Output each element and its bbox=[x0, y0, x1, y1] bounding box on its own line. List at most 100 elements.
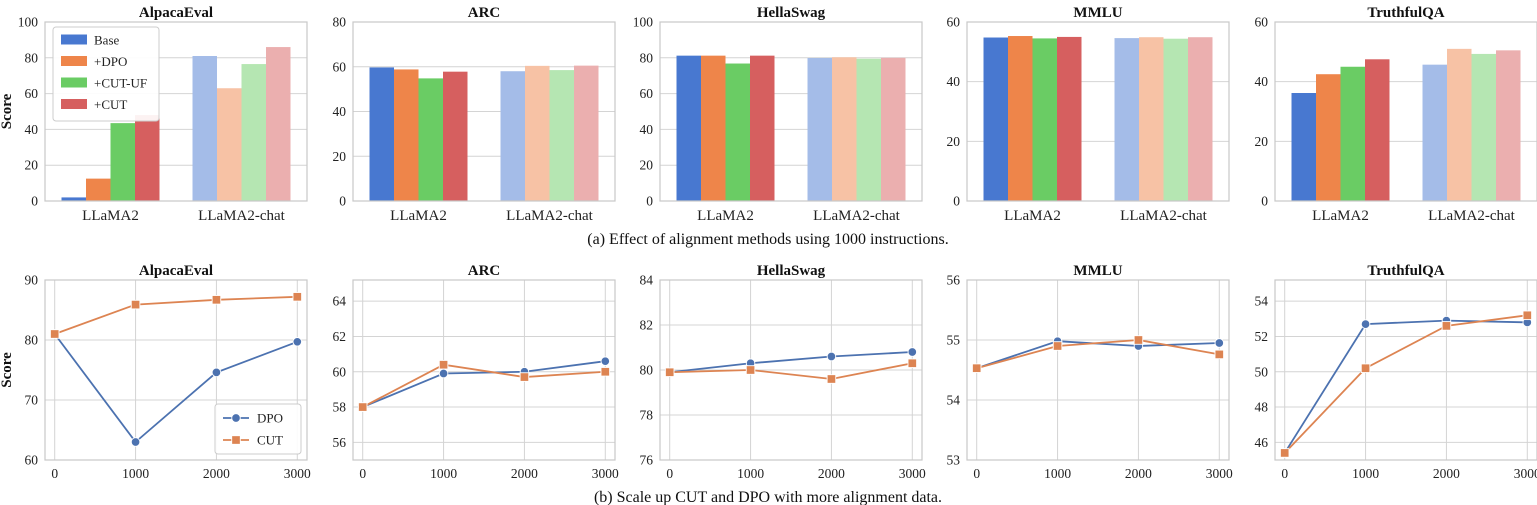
y-tick-label: 62 bbox=[333, 329, 347, 344]
y-tick-label: 70 bbox=[25, 393, 39, 408]
x-category-label: LLaMA2 bbox=[82, 208, 139, 224]
panel-title: AlpacaEval bbox=[139, 5, 213, 21]
bar-cut-uf-llama2-chat bbox=[1471, 53, 1496, 202]
x-tick-label: 3000 bbox=[284, 466, 311, 481]
legend-label: CUT bbox=[257, 433, 283, 448]
y-tick-label: 84 bbox=[640, 273, 654, 288]
point-cut bbox=[971, 363, 982, 373]
x-tick-label: 3000 bbox=[1514, 466, 1537, 481]
y-tick-label: 60 bbox=[947, 15, 961, 30]
y-tick-label: 20 bbox=[640, 158, 654, 173]
y-tick-label: 60 bbox=[25, 453, 39, 468]
point-cut bbox=[1133, 335, 1144, 345]
y-tick-label: 54 bbox=[947, 393, 961, 408]
y-tick-label: 40 bbox=[333, 104, 347, 119]
bar-dpo-llama2 bbox=[394, 69, 419, 201]
point-dpo bbox=[907, 347, 918, 357]
plot-frame bbox=[352, 279, 616, 461]
y-tick-label: 60 bbox=[1255, 15, 1269, 30]
bar-dpo-llama2 bbox=[701, 55, 726, 201]
panel-b-truthfulqa: 46 48 50 52 54 TruthfulQA 0 1000 2000 3000 bbox=[1255, 263, 1537, 481]
x-category-label: LLaMA2 bbox=[697, 208, 754, 224]
point-cut bbox=[1360, 363, 1371, 373]
y-axis-label: Score bbox=[0, 352, 15, 388]
panel-a-mmlu: 0 20 40 60 MMLU LLaMA2 LLaMA2-chat bbox=[947, 5, 1230, 224]
x-tick-label: 1000 bbox=[430, 466, 457, 481]
y-tick-label: 40 bbox=[1255, 74, 1269, 89]
panel-title: HellaSwag bbox=[757, 5, 826, 21]
x-tick-label: 1000 bbox=[1352, 466, 1379, 481]
plot-frame bbox=[659, 279, 923, 461]
bar-cut-uf-llama2-chat bbox=[241, 64, 266, 201]
point-cut bbox=[211, 295, 222, 305]
bar-cut-llama2 bbox=[750, 55, 775, 201]
bar-base-llama2-chat bbox=[500, 71, 525, 201]
x-category-label: LLaMA2-chat bbox=[506, 208, 593, 224]
caption-b: (b) Scale up CUT and DPO with more align… bbox=[594, 489, 942, 505]
y-tick-label: 52 bbox=[1255, 329, 1269, 344]
legend-marker-dpo bbox=[231, 413, 241, 423]
y-tick-label: 40 bbox=[640, 122, 654, 137]
point-cut bbox=[1052, 341, 1063, 351]
y-tick-label: 56 bbox=[947, 273, 961, 288]
bar-dpo-llama2-chat bbox=[1447, 48, 1472, 201]
y-tick-label: 20 bbox=[333, 149, 347, 164]
point-cut bbox=[745, 365, 756, 375]
x-tick-label: 0 bbox=[973, 466, 980, 481]
y-tick-label: 100 bbox=[18, 15, 39, 30]
y-tick-label: 46 bbox=[1255, 435, 1269, 450]
panel-title: TruthfulQA bbox=[1367, 263, 1444, 279]
y-tick-label: 80 bbox=[25, 50, 39, 65]
legend: Base +DPO +CUT-UF +CUT bbox=[52, 26, 160, 122]
plot-frame bbox=[44, 21, 308, 202]
panel-b-mmlu: 53 54 55 56 MMLU 0 1000 2000 3000 bbox=[947, 263, 1234, 481]
point-dpo bbox=[1214, 338, 1225, 348]
y-tick-label: 0 bbox=[31, 194, 38, 209]
x-tick-label: 2000 bbox=[511, 466, 538, 481]
panel-b-arc: 56 58 60 62 64 ARC 0 1000 2000 3000 bbox=[333, 263, 620, 481]
x-tick-label: 0 bbox=[359, 466, 366, 481]
y-tick-label: 60 bbox=[25, 86, 39, 101]
bar-base-llama2 bbox=[676, 55, 701, 201]
point-cut bbox=[1214, 349, 1225, 360]
point-cut bbox=[664, 367, 675, 378]
line-cut bbox=[669, 362, 913, 380]
y-tick-label: 64 bbox=[333, 294, 347, 309]
legend-box bbox=[52, 26, 160, 122]
bar-cut-uf-llama2-chat bbox=[549, 70, 574, 201]
point-cut bbox=[1441, 321, 1452, 331]
panel-title: HellaSwag bbox=[757, 263, 826, 279]
y-tick-label: 40 bbox=[947, 74, 961, 89]
panel-a-arc: 0 20 40 60 80 ARC LLaMA2 LLaMA2-chat bbox=[333, 5, 616, 224]
bar-cut-llama2-chat bbox=[1188, 37, 1213, 202]
point-cut bbox=[438, 359, 449, 370]
y-tick-label: 80 bbox=[640, 363, 654, 378]
line-cut bbox=[1284, 314, 1528, 454]
line-dpo bbox=[669, 351, 913, 374]
bar-dpo-llama2 bbox=[86, 178, 111, 201]
line-dpo bbox=[976, 340, 1220, 370]
bar-base-llama2-chat bbox=[192, 56, 217, 202]
point-dpo bbox=[600, 356, 611, 366]
plot-frame bbox=[966, 279, 1230, 461]
point-dpo bbox=[211, 367, 222, 378]
y-axis-label: Score bbox=[0, 93, 15, 129]
y-tick-label: 60 bbox=[333, 59, 347, 74]
point-cut bbox=[907, 358, 918, 369]
y-tick-label: 0 bbox=[339, 194, 346, 209]
plot-frame bbox=[44, 279, 308, 461]
bar-base-llama2 bbox=[369, 67, 394, 201]
y-tick-label: 20 bbox=[25, 158, 39, 173]
x-tick-label: 0 bbox=[51, 466, 58, 481]
point-cut bbox=[357, 402, 368, 412]
point-cut bbox=[49, 329, 60, 339]
y-tick-label: 90 bbox=[25, 273, 39, 288]
legend-swatch-cut-uf bbox=[61, 77, 87, 88]
line-cut bbox=[54, 295, 298, 335]
bar-cut-llama2 bbox=[1365, 59, 1390, 201]
legend-label: DPO bbox=[257, 411, 283, 426]
y-tick-label: 0 bbox=[953, 194, 960, 209]
line-cut bbox=[976, 339, 1220, 370]
legend-swatch-cut bbox=[61, 99, 87, 109]
x-tick-label: 1000 bbox=[737, 466, 764, 481]
